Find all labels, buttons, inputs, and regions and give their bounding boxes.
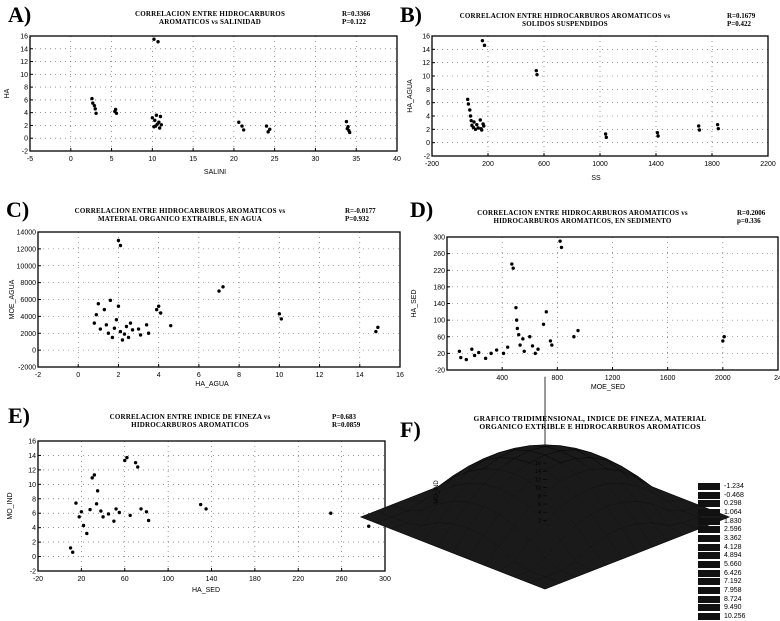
- legend-entry: 1.830: [698, 517, 778, 526]
- legend-swatch: [698, 613, 720, 621]
- legend-entry: 4.894: [698, 552, 778, 561]
- legend-swatch: [698, 543, 720, 551]
- stat-line: P=0.683: [332, 413, 357, 421]
- legend-swatch: [698, 587, 720, 595]
- legend-entry: -1.234: [698, 482, 778, 491]
- stat-line: P=0.932: [345, 215, 370, 223]
- title-line: AROMATICOS vs SALINIDAD: [158, 18, 262, 26]
- title-line: CORRELACION ENTRE HIDROCARBUROS AROMATIC…: [459, 12, 671, 20]
- stats: R=0.1679 P=0.422: [727, 12, 755, 28]
- legend-swatch: [698, 595, 720, 603]
- panel-b: B) CORRELACION ENTRE HIDROCARBUROS AROMA…: [400, 0, 780, 180]
- legend-entry: 3.362: [698, 534, 778, 543]
- title-line: GRAFICO TRIDIMENSIONAL, INDICE DE FINEZA…: [473, 414, 707, 423]
- title-line: CORRELACION ENTRE HIDROCARBUROS AROMATIC…: [477, 209, 688, 217]
- chart-title: CORRELACION ENTRE HIDROCARBUROS AROMATIC…: [450, 209, 715, 225]
- chart-title: CORRELACION ENTRE HIDROCARBUROS AROMATIC…: [450, 12, 680, 28]
- panel-label: B): [400, 2, 422, 27]
- legend-label: 2.596: [724, 526, 742, 534]
- legend-label: 9.490: [724, 604, 742, 612]
- legend-entry: 0.298: [698, 499, 778, 508]
- legend-swatch: [698, 604, 720, 612]
- legend-label: 1.064: [724, 508, 742, 516]
- stats: R=-0.0177 P=0.932: [345, 207, 376, 223]
- color-legend: -1.234 -0.468 0.298 1.064 1.830 2.596 3.362 4.1…: [698, 482, 778, 621]
- title-line: HIDROCARBUROS AROMATICOS: [131, 421, 249, 429]
- legend-swatch: [698, 491, 720, 499]
- stats: R=0.3366 P=0.122: [342, 10, 370, 26]
- legend-entry: 2.596: [698, 525, 778, 534]
- stats: R=0.2006 p=0.336: [737, 209, 765, 225]
- stat-line: P=0.422: [727, 20, 752, 28]
- stat-line: P=0.122: [342, 18, 367, 26]
- legend-swatch: [698, 552, 720, 560]
- panel-e: E) CORRELACION ENTRE INDICE DE FINEZA vs…: [0, 395, 400, 595]
- legend-entry: 1.064: [698, 508, 778, 517]
- panel-f: F) GRAFICO TRIDIMENSIONAL, INDICE DE FIN…: [400, 395, 780, 598]
- legend-label: 1.830: [724, 517, 742, 525]
- legend-swatch: [698, 561, 720, 569]
- legend-label: 7.192: [724, 578, 742, 586]
- stat-line: R=0.0859: [332, 421, 361, 429]
- legend-swatch: [698, 482, 720, 490]
- legend-label: 8.724: [724, 595, 742, 603]
- title-line: ORGANICO EXTRIBLE E HIDROCARBUROS AROMAT…: [479, 422, 701, 431]
- panel-label: D): [410, 197, 434, 222]
- stat-line: p=0.336: [737, 217, 761, 225]
- chart-title: GRAFICO TRIDIMENSIONAL, INDICE DE FINEZA…: [430, 415, 750, 431]
- legend-swatch: [698, 517, 720, 525]
- legend-entry: 7.192: [698, 578, 778, 587]
- legend-entry: 8.724: [698, 595, 778, 604]
- panel-a: A) CORRELACION ENTRE HIDROCARBUROS AROMA…: [0, 0, 400, 180]
- legend-entry: 7.958: [698, 586, 778, 595]
- panel-label: C): [6, 197, 30, 222]
- legend-label: 0.298: [724, 500, 742, 508]
- legend-entry: 4.128: [698, 543, 778, 552]
- legend-label: 5.660: [724, 561, 742, 569]
- legend-swatch: [698, 578, 720, 586]
- panel-label: A): [8, 2, 32, 27]
- stat-line: R=0.2006: [737, 209, 766, 217]
- legend-label: 7.958: [724, 587, 742, 595]
- stat-line: R=-0.0177: [345, 207, 376, 215]
- title-line: CORRELACION ENTRE INDICE DE FINEZA vs: [109, 413, 271, 421]
- legend-entry: 6.426: [698, 569, 778, 578]
- title-line: CORRELACION ENTRE HIDROCARBUROS: [134, 10, 286, 18]
- legend-swatch: [698, 534, 720, 542]
- legend-entry: 5.660: [698, 560, 778, 569]
- legend-label: 3.362: [724, 534, 742, 542]
- legend-label: 10.256: [724, 613, 746, 621]
- legend-label: 4.128: [724, 543, 742, 551]
- panel-label: F): [400, 417, 421, 442]
- title-line: SOLIDOS SUSPENDIDOS: [522, 20, 608, 28]
- title-line: HIDROCARBUROS AROMATICOS, EN SEDIMENTO: [493, 217, 672, 225]
- title-line: CORRELACION ENTRE HIDROCARBUROS AROMATIC…: [74, 207, 286, 215]
- stat-line: R=0.3366: [342, 10, 371, 18]
- panel-label: E): [8, 403, 30, 428]
- stat-line: R=0.1679: [727, 12, 756, 20]
- legend-label: 4.894: [724, 552, 742, 560]
- legend-entry: 10.256: [698, 612, 778, 621]
- legend-swatch: [698, 508, 720, 516]
- panel-c: C) CORRELACION ENTRE HIDROCARBUROS AROMA…: [0, 195, 400, 395]
- legend-label: -1.234: [724, 482, 744, 490]
- chart-title: CORRELACION ENTRE HIDROCARBUROS AROMATIC…: [55, 207, 305, 223]
- panel-d: D) CORRELACION ENTRE HIDROCARBUROS AROMA…: [400, 195, 780, 395]
- legend-swatch: [698, 500, 720, 508]
- legend-swatch: [698, 526, 720, 534]
- legend-entry: -0.468: [698, 491, 778, 500]
- stats: P=0.683 R=0.0859: [332, 413, 360, 429]
- chart-title: CORRELACION ENTRE HIDROCARBUROS AROMATIC…: [110, 10, 310, 26]
- legend-label: -0.468: [724, 491, 744, 499]
- legend-entry: 9.490: [698, 604, 778, 613]
- chart-title: CORRELACION ENTRE INDICE DE FINEZA vs HI…: [80, 413, 300, 429]
- title-line: MATERIAL ORGANICO EXTRAIBLE, EN AGUA: [97, 215, 262, 223]
- legend-swatch: [698, 569, 720, 577]
- legend-label: 6.426: [724, 569, 742, 577]
